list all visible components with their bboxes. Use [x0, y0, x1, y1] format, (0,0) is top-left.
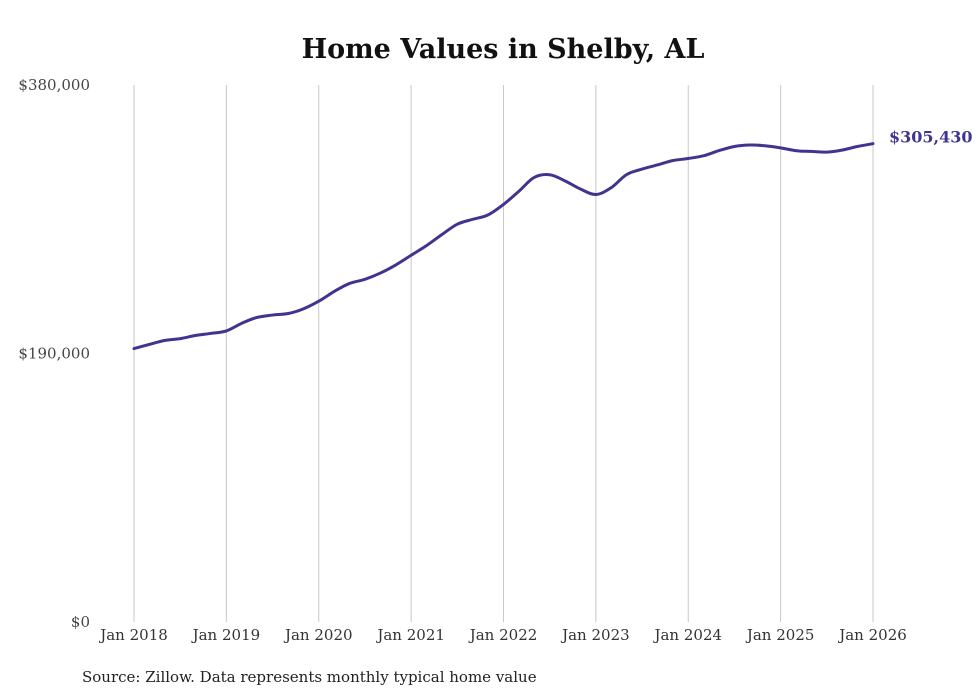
x-tick-label-1: Jan 2019	[191, 626, 261, 644]
source-note: Source: Zillow. Data represents monthly …	[82, 668, 537, 686]
grid-lines	[133, 85, 874, 622]
x-tick-label-7: Jan 2025	[745, 626, 815, 644]
series-group	[132, 142, 875, 351]
y-tick-label-2: $380,000	[18, 76, 90, 94]
x-tick-label-6: Jan 2024	[652, 626, 722, 644]
x-tick-label-8: Jan 2026	[837, 626, 907, 644]
y-axis: $0 $190,000 $380,000	[18, 76, 90, 631]
x-axis: Jan 2018 Jan 2019 Jan 2020 Jan 2021 Jan 2022…	[98, 626, 907, 644]
x-tick-label-2: Jan 2020	[283, 626, 353, 644]
series-line-0	[132, 142, 875, 351]
x-tick-label-0: Jan 2018	[98, 626, 168, 644]
y-tick-label-1: $190,000	[18, 345, 90, 363]
end-value-label: $305,430	[889, 128, 973, 147]
x-tick-label-3: Jan 2021	[375, 626, 445, 644]
y-tick-label-0: $0	[71, 613, 90, 631]
x-tick-label-4: Jan 2022	[468, 626, 538, 644]
chart-title: Home Values in Shelby, AL	[302, 34, 705, 65]
x-tick-label-5: Jan 2023	[560, 626, 630, 644]
